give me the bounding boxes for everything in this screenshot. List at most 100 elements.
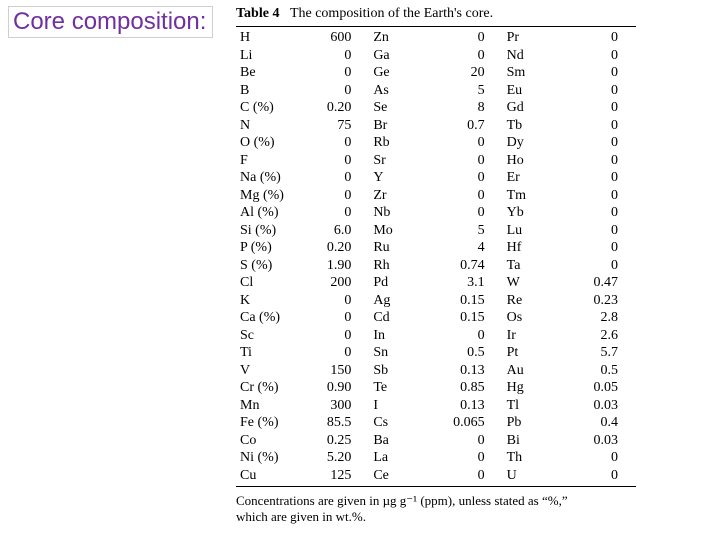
element-value: 1.90 (303, 257, 370, 275)
element-value: 4 (436, 239, 503, 257)
element-value: 0 (569, 99, 636, 117)
element-symbol: Hf (503, 239, 570, 257)
element-symbol: Sr (369, 152, 436, 170)
table-row: Cr (%)0.90Te0.85Hg0.05 (236, 379, 636, 397)
element-symbol: N (236, 117, 303, 135)
table-row: Ca (%)0Cd0.15Os2.8 (236, 309, 636, 327)
element-symbol: Ti (236, 344, 303, 362)
element-symbol: Re (503, 292, 570, 310)
element-symbol: F (236, 152, 303, 170)
element-value: 0 (303, 204, 370, 222)
element-value: 0.15 (436, 309, 503, 327)
element-symbol: Te (369, 379, 436, 397)
element-symbol: Mo (369, 222, 436, 240)
element-symbol: Nd (503, 47, 570, 65)
element-value: 0 (569, 467, 636, 485)
element-value: 0 (436, 449, 503, 467)
element-value: 0 (303, 292, 370, 310)
element-value: 0 (436, 134, 503, 152)
table-footnote: Concentrations are given in µg g⁻¹ (ppm)… (236, 493, 636, 526)
element-symbol: Cd (369, 309, 436, 327)
element-symbol: Ta (503, 257, 570, 275)
element-symbol: B (236, 82, 303, 100)
element-symbol: Yb (503, 204, 570, 222)
element-value: 0 (303, 309, 370, 327)
element-value: 0 (303, 187, 370, 205)
element-symbol: Lu (503, 222, 570, 240)
element-symbol: P (%) (236, 239, 303, 257)
element-symbol: Rb (369, 134, 436, 152)
element-symbol: Ba (369, 432, 436, 450)
element-value: 0 (436, 204, 503, 222)
element-symbol: Y (369, 169, 436, 187)
element-value: 0 (303, 64, 370, 82)
element-symbol: Tb (503, 117, 570, 135)
element-symbol: Cr (%) (236, 379, 303, 397)
element-symbol: Au (503, 362, 570, 380)
table-row: Ni (%)5.20La0Th0 (236, 449, 636, 467)
element-value: 0.15 (436, 292, 503, 310)
element-symbol: W (503, 274, 570, 292)
element-symbol: O (%) (236, 134, 303, 152)
element-symbol: Sb (369, 362, 436, 380)
element-value: 0 (569, 187, 636, 205)
table-row: N75Br0.7Tb0 (236, 117, 636, 135)
element-value: 0.065 (436, 414, 503, 432)
element-value: 0 (569, 152, 636, 170)
element-symbol: Ni (%) (236, 449, 303, 467)
element-symbol: Nb (369, 204, 436, 222)
element-symbol: Os (503, 309, 570, 327)
element-value: 0 (303, 152, 370, 170)
element-symbol: Br (369, 117, 436, 135)
element-symbol: Ca (%) (236, 309, 303, 327)
element-value: 0.20 (303, 99, 370, 117)
element-value: 0.03 (569, 432, 636, 450)
element-value: 0 (569, 222, 636, 240)
element-symbol: Mg (%) (236, 187, 303, 205)
bottom-rule (236, 486, 636, 487)
element-value: 0.20 (303, 239, 370, 257)
element-value: 0.5 (436, 344, 503, 362)
table-row: Sc0In0Ir2.6 (236, 327, 636, 345)
caption-label: Table 4 (236, 6, 279, 21)
table-row: K0Ag0.15Re0.23 (236, 292, 636, 310)
element-symbol: Al (%) (236, 204, 303, 222)
element-value: 75 (303, 117, 370, 135)
element-value: 0 (569, 134, 636, 152)
core-table: H600Zn0Pr0Li0Ga0Nd0Be0Ge20Sm0B0As5Eu0C (… (236, 29, 636, 484)
element-symbol: Pb (503, 414, 570, 432)
element-value: 0.23 (569, 292, 636, 310)
element-symbol: Dy (503, 134, 570, 152)
element-value: 0.13 (436, 362, 503, 380)
element-symbol: K (236, 292, 303, 310)
footnote-line1: Concentrations are given in µg g⁻¹ (ppm)… (236, 493, 568, 508)
element-value: 150 (303, 362, 370, 380)
element-symbol: Bi (503, 432, 570, 450)
element-symbol: Zn (369, 29, 436, 47)
element-symbol: La (369, 449, 436, 467)
element-value: 3.1 (436, 274, 503, 292)
element-symbol: Ho (503, 152, 570, 170)
element-symbol: H (236, 29, 303, 47)
element-value: 0 (303, 344, 370, 362)
element-symbol: Gd (503, 99, 570, 117)
element-symbol: Ru (369, 239, 436, 257)
element-symbol: Sm (503, 64, 570, 82)
element-symbol: Pd (369, 274, 436, 292)
element-symbol: Se (369, 99, 436, 117)
element-symbol: Th (503, 449, 570, 467)
element-symbol: I (369, 397, 436, 415)
element-value: 0 (303, 134, 370, 152)
element-value: 0.25 (303, 432, 370, 450)
table-row: B0As5Eu0 (236, 82, 636, 100)
element-symbol: Eu (503, 82, 570, 100)
element-value: 0 (303, 169, 370, 187)
element-value: 0.03 (569, 397, 636, 415)
element-value: 2.6 (569, 327, 636, 345)
table-row: Mn300I0.13Tl0.03 (236, 397, 636, 415)
element-value: 0 (436, 432, 503, 450)
element-value: 0 (569, 82, 636, 100)
element-value: 5.7 (569, 344, 636, 362)
element-value: 5 (436, 222, 503, 240)
composition-table: Table 4 The composition of the Earth's c… (236, 6, 636, 526)
